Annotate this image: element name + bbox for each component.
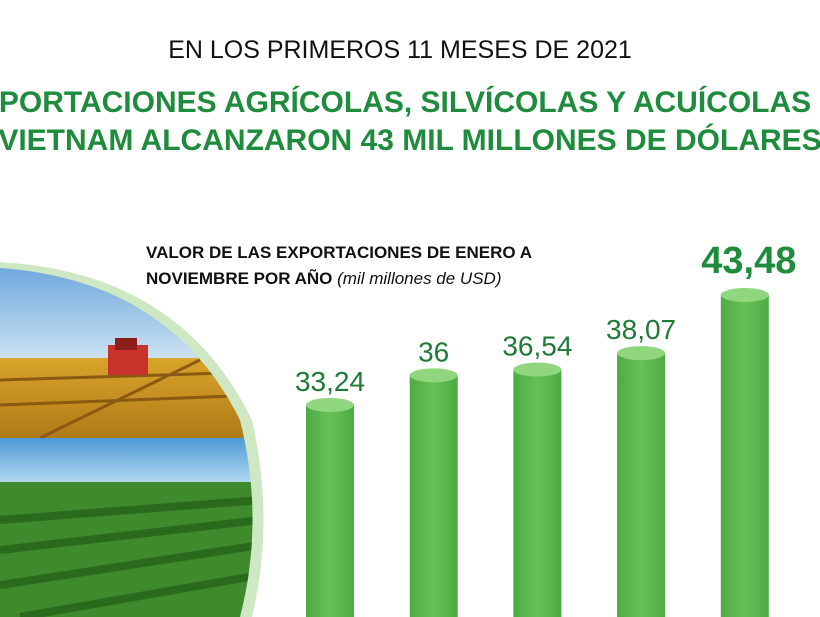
title-line: VIETNAM ALCANZARON 43 MIL MILLONES DE DÓ… bbox=[0, 123, 820, 157]
bar-cap bbox=[409, 368, 458, 383]
unit: (mil millones de USD) bbox=[337, 269, 501, 288]
value-label: 38,07 bbox=[606, 314, 676, 345]
title-line: EXPORTACIONES AGRÍCOLAS, SILVÍCOLAS Y AC… bbox=[0, 85, 820, 119]
photo bbox=[0, 262, 264, 617]
subtitle-line: NOVIEMBRE POR AÑO (mil millones de USD) bbox=[146, 268, 502, 288]
value-label: 36 bbox=[418, 336, 449, 367]
bar-cap bbox=[306, 398, 354, 413]
value-label: 33,24 bbox=[295, 366, 365, 397]
bar bbox=[513, 369, 562, 617]
bar bbox=[720, 295, 769, 617]
value-label: 43,48 bbox=[701, 240, 796, 282]
bar bbox=[617, 353, 666, 617]
subtitle-line: NOVIEMBRE POR AÑO bbox=[146, 268, 332, 288]
bar-cap bbox=[720, 288, 769, 303]
supertitle: EN LOS PRIMEROS 11 MESES DE 2021 bbox=[168, 36, 632, 64]
bar bbox=[409, 375, 458, 617]
bar-cap bbox=[513, 362, 562, 377]
subtitle-line: VALOR DE LAS EXPORTACIONES DE ENERO A bbox=[146, 243, 532, 262]
bar-cap bbox=[617, 346, 666, 361]
bar bbox=[306, 405, 354, 617]
value-label: 36,54 bbox=[502, 331, 572, 362]
